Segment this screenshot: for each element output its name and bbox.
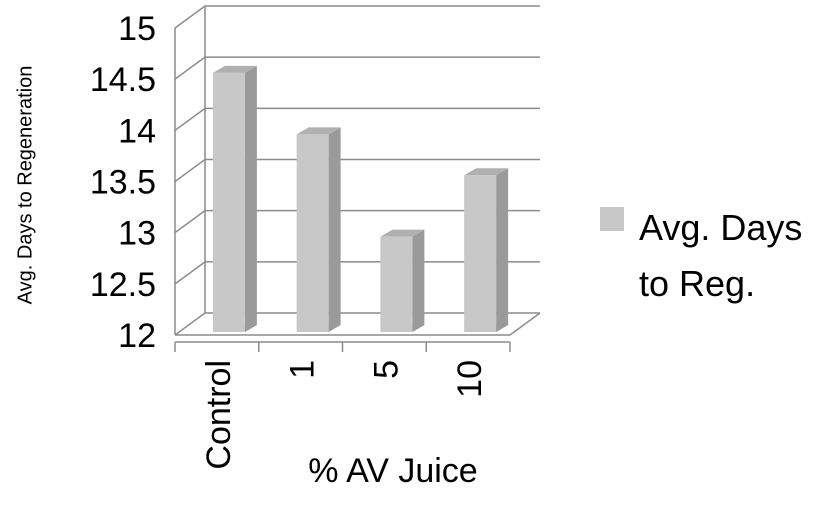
x-tick-label: 10 [451,360,489,398]
bar-side [244,65,257,332]
x-tick-label: Control [200,360,238,470]
x-axis-ticks: Control 1 5 10 [200,360,489,470]
y-tick-label: 12.5 [90,266,156,304]
bar-front [296,134,329,332]
x-axis [174,341,511,352]
bar-front [380,236,413,332]
bar-side [328,127,341,332]
bar-10 [464,168,509,332]
bar-top [296,127,341,135]
x-axis-title: % AV Juice [308,452,477,490]
legend-label-line1: Avg. Days [639,207,802,248]
bar-top [464,168,509,176]
x-tick-label: 5 [367,360,405,379]
floor-right-edge [509,312,541,336]
y-axis-ticks: 12 12.5 13 13.5 14 14.5 15 [90,10,156,355]
y-tick-label: 13.5 [90,164,156,202]
y-tick-label: 14 [118,112,156,150]
gridlines [174,5,541,336]
x-tick-label: 1 [284,360,322,379]
bar-control [212,65,257,332]
gridline [174,5,540,29]
bar-1 [296,127,341,332]
y-axis-title: Avg. Days to Regeneration [14,66,36,305]
bar-front [464,175,497,332]
y-tick-label: 15 [118,10,156,48]
legend: Avg. Days to Reg. [600,207,802,304]
y-tick-label: 12 [118,317,156,355]
y-tick-label: 14.5 [90,61,156,99]
y-tick-label: 13 [118,215,156,253]
bar-front [212,72,245,332]
bar-top [212,65,257,73]
bar-side [496,168,509,332]
bar-side [412,229,425,332]
bar-5 [380,229,425,332]
legend-label-line2: to Reg. [639,263,755,304]
bar-top [380,229,425,237]
legend-swatch [600,207,624,231]
bars [212,65,509,332]
